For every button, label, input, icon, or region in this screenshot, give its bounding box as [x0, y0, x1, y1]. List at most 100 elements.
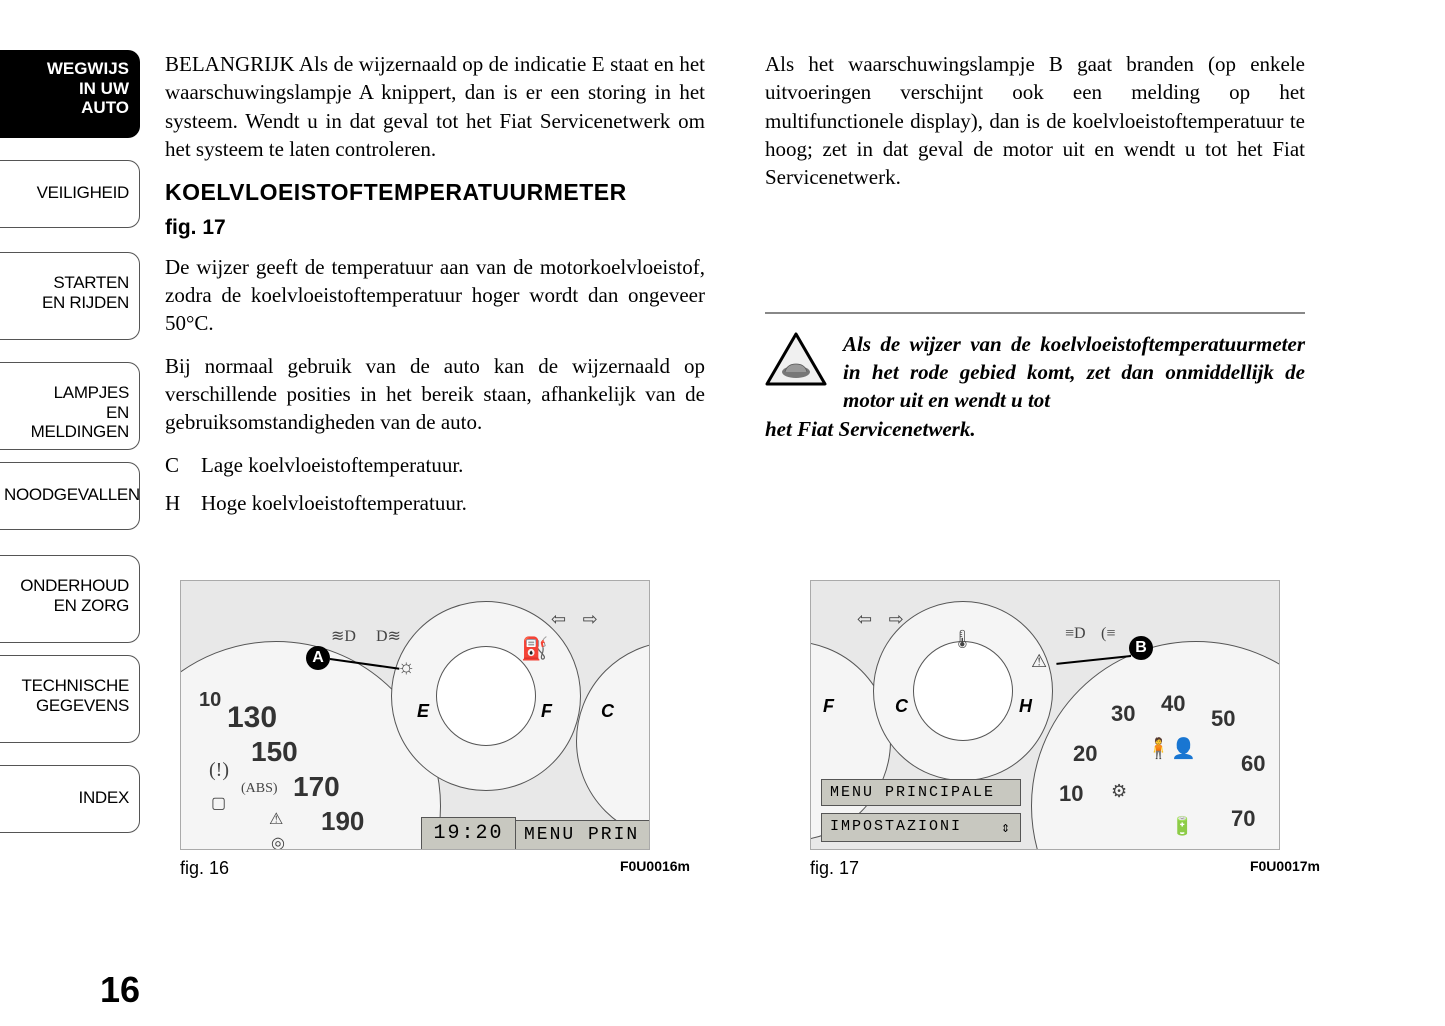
lcd-menu-principale: MENU PRINCIPALE — [821, 779, 1021, 806]
figure-16: E F C ⛽ 10 130 150 170 190 (!) (ABS) ▢ ⚠… — [180, 580, 690, 879]
tab-onderhoud[interactable]: ONDERHOUD EN ZORG — [0, 555, 140, 643]
tab-label: AUTO — [4, 98, 129, 118]
tab-label: INDEX — [4, 788, 129, 808]
speedo-num: 150 — [251, 736, 298, 768]
callout-a: A — [306, 646, 330, 670]
tab-label: LAMPJES — [4, 383, 129, 403]
lcd-text: IMPOSTAZIONI — [830, 818, 962, 835]
figure-17: F C H 🌡 ⚠ ⇦ ⇨ ≡D (≡ 10 20 30 40 50 60 70… — [810, 580, 1320, 879]
tab-noodgevallen[interactable]: NOODGEVALLEN — [0, 462, 140, 530]
figures-row: E F C ⛽ 10 130 150 170 190 (!) (ABS) ▢ ⚠… — [180, 580, 1400, 879]
warning-line: Als de wijzer van de koelvloeistoftemper… — [765, 330, 1305, 415]
check-engine-icon: ⚙ — [1111, 781, 1127, 802]
side-light-icon: ≡D — [1065, 625, 1086, 643]
paragraph: De wijzer geeft de temperatuur aan van d… — [165, 253, 705, 338]
figure-caption: fig. 16 — [180, 858, 229, 879]
warning-triangle-icon: ⚠ — [1031, 651, 1047, 672]
brake-warning-icon: (!) — [209, 759, 229, 782]
tacho-num: 10 — [1059, 781, 1083, 807]
legend-text: Hoge koelvloeistoftemperatuur. — [201, 489, 467, 517]
tab-veiligheid[interactable]: VEILIGHEID — [0, 160, 140, 228]
tab-label: TECHNISCHE — [4, 676, 129, 696]
figure-caption-row: fig. 16 F0U0016m — [180, 858, 690, 879]
updown-icon: ⇕ — [1001, 818, 1012, 837]
tab-label: EN RIJDEN — [4, 293, 129, 313]
legend-key: C — [165, 451, 187, 479]
warning-triangle-icon — [765, 332, 827, 387]
main-beam-icon: (≡ — [1101, 625, 1115, 643]
airbag-icon: 👤 — [1171, 736, 1196, 761]
lcd-impostazioni: IMPOSTAZIONI ⇕ — [821, 813, 1021, 842]
tacho-num: 70 — [1231, 806, 1255, 832]
figure-caption: fig. 17 — [810, 858, 859, 879]
tab-label: ONDERHOUD — [4, 576, 129, 596]
legend-key: H — [165, 489, 187, 517]
turn-signal-icons: ⇦ ⇨ — [551, 609, 604, 630]
temp-gauge-inner — [913, 641, 1013, 741]
gauge-letter-f: F — [541, 701, 552, 722]
steering-warning-icon: ⚠ — [269, 809, 283, 829]
figure-16-image: E F C ⛽ 10 130 150 170 190 (!) (ABS) ▢ ⚠… — [180, 580, 650, 850]
warning-line: het Fiat Servicenetwerk. — [765, 417, 976, 441]
callout-b: B — [1129, 636, 1153, 660]
section-heading: KOELVLOEISTOFTEMPERATUURMETER — [165, 177, 705, 208]
tab-label: WEGWIJS — [4, 59, 129, 79]
legend-text: Lage koelvloeistoftemperatuur. — [201, 451, 463, 479]
tab-starten[interactable]: STARTEN EN RIJDEN — [0, 252, 140, 340]
tacho-num: 60 — [1241, 751, 1265, 777]
gauge-letter-c: C — [895, 696, 908, 717]
figure-17-image: F C H 🌡 ⚠ ⇦ ⇨ ≡D (≡ 10 20 30 40 50 60 70… — [810, 580, 1280, 850]
tab-lampjes[interactable]: LAMPJES EN MELDINGEN — [0, 362, 140, 450]
speedo-num: 130 — [227, 701, 277, 735]
lcd-clock: 19:20 — [421, 817, 516, 849]
fog-light-rear-icon: ≋D — [331, 626, 356, 646]
right-column: Als het waarschuwingslampje B gaat brand… — [765, 50, 1305, 528]
speedo-num: 10 — [199, 689, 221, 712]
figure-code: F0U0016m — [620, 858, 690, 879]
fuel-pump-icon: ⛽ — [521, 636, 548, 662]
paragraph: Als het waarschuwingslampje B gaat brand… — [765, 50, 1305, 192]
tab-label: VEILIGHEID — [4, 183, 129, 203]
paragraph: Bij normaal gebruik van de auto kan de w… — [165, 352, 705, 437]
legend-row: H Hoge koelvloeistoftemperatuur. — [165, 489, 705, 517]
figure-caption-row: fig. 17 F0U0017m — [810, 858, 1320, 879]
speedo-num: 170 — [293, 771, 340, 803]
tacho-num: 40 — [1161, 691, 1185, 717]
right-dial — [576, 641, 650, 841]
legend-row: C Lage koelvloeistoftemperatuur. — [165, 451, 705, 479]
tab-label: EN MELDINGEN — [4, 403, 129, 442]
figure-code: F0U0017m — [1250, 858, 1320, 879]
tab-label: EN ZORG — [4, 596, 129, 616]
battery-icon: 🔋 — [1171, 816, 1193, 837]
tacho-num: 20 — [1073, 741, 1097, 767]
gauge-letter-c: C — [601, 701, 614, 722]
tab-label: NOODGEVALLEN — [4, 485, 129, 505]
page-number: 16 — [100, 969, 140, 1011]
tacho-num: 50 — [1211, 706, 1235, 732]
tab-label: STARTEN — [4, 273, 129, 293]
turn-signal-icons: ⇦ ⇨ — [857, 609, 910, 630]
gauge-letter-f: F — [823, 696, 834, 717]
seatbelt-icon: 🧍 — [1146, 736, 1171, 761]
gauge-letter-h: H — [1019, 696, 1032, 717]
tab-label: GEGEVENS — [4, 696, 129, 716]
tab-technische[interactable]: TECHNISCHE GEGEVENS — [0, 655, 140, 743]
warning-text: Als de wijzer van de koelvloeistoftemper… — [765, 330, 1305, 443]
door-open-icon: ▢ — [211, 793, 226, 813]
tab-wegwijs[interactable]: WEGWIJS IN UW AUTO — [0, 50, 140, 138]
paragraph: BELANGRIJK Als de wijzernaald op de indi… — [165, 50, 705, 163]
gauge-letter-e: E — [417, 701, 429, 722]
coolant-temp-icon: 🌡 — [951, 629, 974, 650]
bulb-icon: ☼ — [397, 656, 415, 679]
warning-box: Als de wijzer van de koelvloeistoftemper… — [765, 312, 1305, 443]
main-content: BELANGRIJK Als de wijzernaald op de indi… — [165, 50, 1415, 528]
engine-warning-icon: ◎ — [271, 833, 285, 850]
tab-index[interactable]: INDEX — [0, 765, 140, 833]
fog-light-front-icon: D≋ — [376, 626, 401, 646]
speedo-num: 190 — [321, 806, 364, 837]
left-column: BELANGRIJK Als de wijzernaald op de indi… — [165, 50, 705, 528]
tab-label: IN UW — [4, 79, 129, 99]
figure-reference: fig. 17 — [165, 214, 705, 242]
abs-icon: (ABS) — [241, 781, 278, 797]
sidebar-nav: WEGWIJS IN UW AUTO VEILIGHEID STARTEN EN… — [0, 0, 140, 1026]
